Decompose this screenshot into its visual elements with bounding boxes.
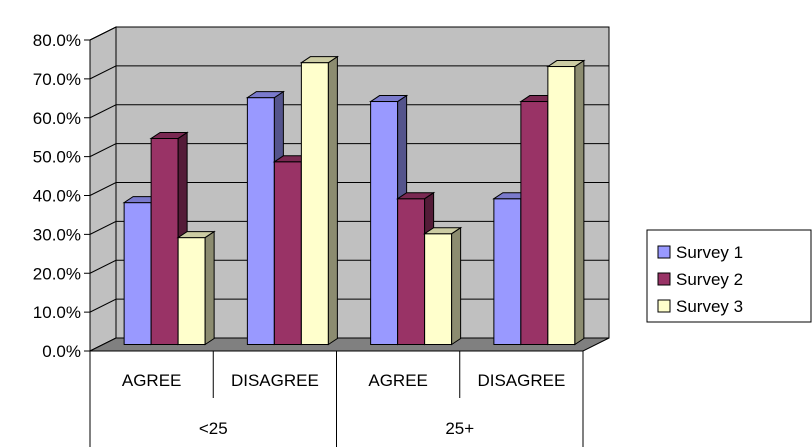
bar-front (397, 198, 426, 345)
y-axis: 0.0% 10.0% 20.0% 30.0% 40.0% 50.0% 60.0% 70.0% 8… (33, 31, 91, 361)
bar (176, 230, 216, 346)
legend-label: Survey 2 (676, 270, 743, 289)
x-category-label: DISAGREE (231, 371, 319, 390)
bar-front (424, 233, 453, 345)
legend: Survey 1 Survey 2 Survey 3 (646, 229, 812, 323)
bar (422, 226, 463, 346)
bar-top (368, 95, 409, 103)
bar-front (300, 62, 329, 345)
bar-top (149, 131, 189, 139)
legend-swatch (657, 299, 671, 313)
y-tick-label: 40.0% (33, 187, 81, 206)
bar-front (177, 237, 206, 345)
bar-side (327, 55, 338, 346)
bar-front (150, 137, 179, 345)
gridline (89, 182, 609, 196)
gridline (89, 143, 609, 158)
legend-swatch (657, 272, 671, 286)
bar (546, 59, 586, 346)
bar-top (245, 91, 286, 99)
legend-box (646, 229, 812, 323)
gridline (89, 65, 609, 80)
bar-side (574, 59, 585, 346)
y-tick-label: 10.0% (33, 303, 81, 322)
y-tick-label: 60.0% (33, 109, 81, 128)
x-category-label: AGREE (122, 371, 182, 390)
bar-top (422, 227, 463, 235)
y-tick-label: 70.0% (33, 70, 81, 89)
x-group-label: 25+ (445, 419, 474, 438)
x-category-label: DISAGREE (477, 371, 565, 390)
bar-side (204, 230, 215, 346)
y-tick-label: 20.0% (33, 264, 81, 283)
bar-top (546, 60, 586, 68)
y-tick-label: 80.0% (33, 31, 81, 50)
bar-front (520, 101, 549, 345)
bar-front (547, 66, 576, 345)
bar-front (493, 198, 522, 345)
y-tick-label: 50.0% (33, 148, 81, 167)
bar-top (395, 192, 436, 200)
bar-front (370, 101, 399, 345)
x-axis: AGREE DISAGREE AGREE DISAGREE <25 25+ (89, 350, 584, 447)
y-tick-label: 0.0% (42, 342, 81, 361)
x-category-label: AGREE (368, 371, 428, 390)
gridline (89, 220, 609, 235)
gridline (89, 26, 609, 41)
x-group-label: <25 (199, 419, 228, 438)
legend-label: Survey 3 (676, 297, 743, 316)
bar-front (273, 161, 302, 345)
legend-label: Survey 1 (676, 243, 743, 262)
gridline (89, 104, 609, 119)
bar-top (299, 56, 340, 64)
bar (299, 55, 340, 346)
bar-front (246, 97, 275, 345)
bar-top (176, 231, 216, 239)
bar-front (123, 202, 152, 345)
bar-side (451, 226, 462, 346)
y-tick-label: 30.0% (33, 225, 81, 244)
bars (122, 55, 586, 346)
legend-swatch (657, 245, 671, 259)
